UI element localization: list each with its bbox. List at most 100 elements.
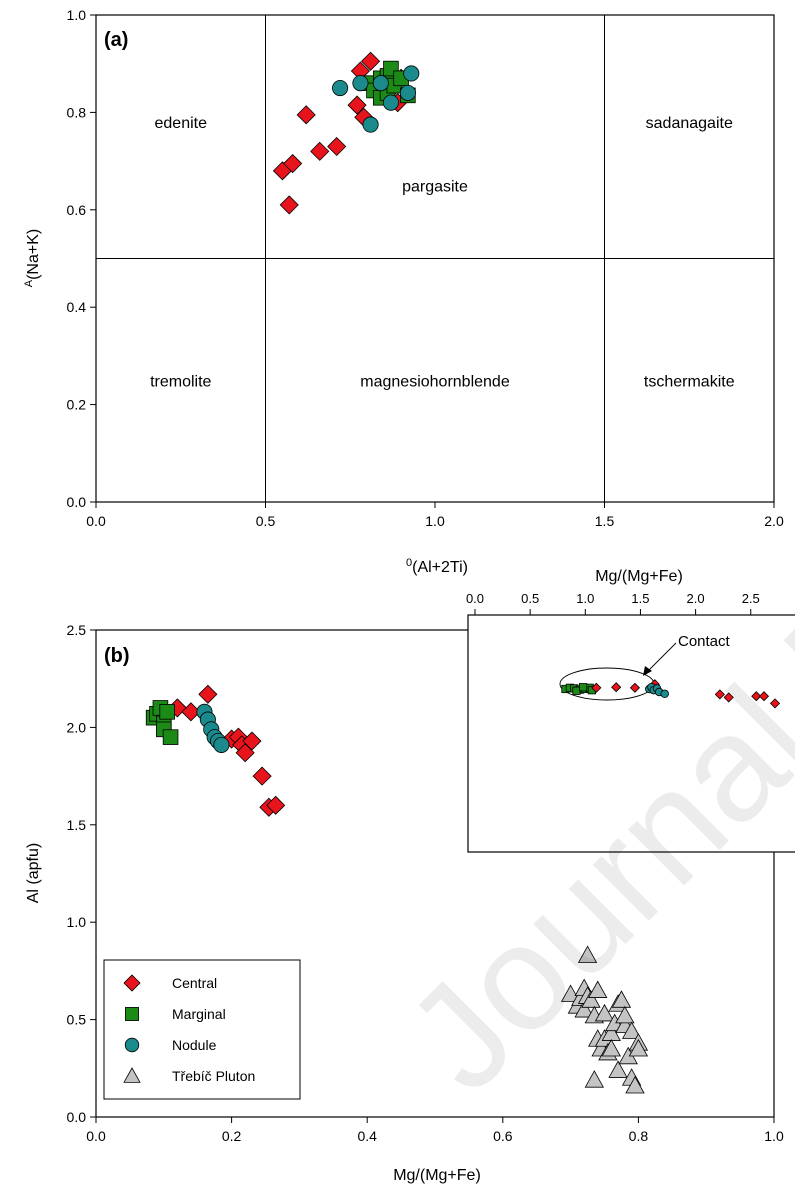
data-point-central [310,141,330,161]
data-point-trebic-pluton [584,1070,605,1088]
panel-b-y-tick-label: 0.5 [67,1012,87,1028]
data-point-trebic-pluton [628,1038,649,1057]
panel-a-x-tick-label: 1.0 [425,513,445,529]
field-label-tremolite: tremolite [150,373,211,390]
panel-b-y-tick-label: 2.0 [67,719,87,735]
data-point-trebic-pluton [625,1076,645,1094]
data-point-trebic-pluton [608,1060,628,1078]
panel-a-y-axis-label-main: (Na+K) [25,229,42,280]
data-point-nodule [213,736,230,753]
data-point-trebic-pluton [621,1021,642,1039]
panel-a-y-axis-label-prefix: A [23,279,35,287]
data-point-trebic-pluton [615,1005,635,1024]
legend-label-trebic-pluton: Třebíč Pluton [172,1068,255,1084]
data-point-central [347,95,367,115]
data-point-trebic-pluton [601,1038,621,1057]
legend-marker-nodule [124,1037,140,1053]
data-point-trebic-pluton [577,945,598,963]
data-point-central [181,702,201,722]
legend-marker-marginal [125,1007,139,1021]
panel-a-data-points [272,51,420,215]
data-point-trebic-pluton [581,990,601,1008]
inset-contact-arrow-line [646,642,677,673]
inset-contact-arrow-head [643,666,652,676]
legend-marker-trebic-pluton [123,1067,141,1083]
panel-b-y-tick-label: 2.5 [67,622,87,638]
panel-a-y-tick-label: 0.8 [67,104,87,120]
panel-a-label: (a) [104,29,128,51]
panel-b-y-tick-label: 1.5 [67,817,87,833]
field-label-sadanagaite: sadanagaite [646,115,733,132]
inset-data-point-central [723,692,734,703]
panel-b-x-tick-label: 0.6 [493,1128,513,1144]
field-label-tschermakite: tschermakite [644,373,735,390]
panel-b-inset: 0.0 0.5 1.0 1.5 2.0 2.5 Mg/(Mg+Fe) Contact [466,568,795,853]
inset-x-ticks: 0.0 0.5 1.0 1.5 2.0 2.5 [466,591,760,615]
data-point-nodule [372,75,389,92]
inset-x-tick-label: 1.0 [576,591,594,606]
inset-data-point-central [591,682,602,693]
inset-contact-annotation: Contact [678,633,731,650]
inset-x-tick-label: 2.5 [742,591,760,606]
panel-b-label: (b) [104,645,130,667]
data-point-trebic-pluton [594,1003,615,1022]
panel-b-y-tick-label: 1.0 [67,914,87,930]
data-point-central [296,105,316,125]
data-point-trebic-pluton [560,984,581,1002]
inset-data-point-central [611,682,622,693]
data-point-central [198,684,218,704]
panel-a-x-axis-label-prefix: 0 [406,557,412,569]
panel-b-y-axis-label: Al (apfu) [25,843,42,903]
data-point-central [242,731,262,751]
field-label-magnesiohornblende: magnesiohornblende [360,373,510,390]
inset-x-tick-label: 2.0 [687,591,705,606]
data-point-nodule [399,84,416,101]
panel-a-x-tick-label: 2.0 [764,513,784,529]
inset-x-tick-label: 1.5 [631,591,649,606]
field-label-edenite: edenite [155,115,208,132]
panel-b-chart: 0.0 0.2 0.4 0.6 0.8 1.0 0.0 0.5 1.0 1.5 2.0 2.5 (b… [25,568,795,1184]
field-label-pargasite: pargasite [402,178,468,195]
panel-a-x-tick-label: 1.5 [595,513,615,529]
data-point-central [283,153,303,174]
inset-data-point-central [629,682,641,693]
panel-a-y-tick-label: 0.0 [67,494,87,510]
inset-data-point-nodule [660,689,669,699]
inset-data-point-marginal [579,683,588,692]
legend-entries: Central Marginal Nodule Třebíč Pluton [123,974,255,1084]
panel-a-y-tick-label: 0.2 [67,397,87,413]
legend-marker-central [123,974,141,992]
data-point-marginal [159,704,175,720]
panel-a-y-tick-label: 0.4 [67,299,87,315]
data-point-central [327,136,347,157]
panel-a-y-axis-label: A(Na+K) [23,229,42,287]
data-point-central [252,766,272,786]
data-point-nodule [352,75,369,92]
panel-b-x-tick-label: 0.2 [222,1128,242,1144]
panel-a-x-tick-label: 0.5 [256,513,276,529]
panel-b-legend: Central Marginal Nodule Třebíč Pluton [103,959,301,1100]
panel-b-x-ticks: 0.0 0.2 0.4 0.6 0.8 1.0 [86,1117,784,1144]
data-point-central [279,195,299,215]
panel-a-y-ticks: 0.0 0.2 0.4 0.6 0.8 1.0 [67,7,96,510]
inset-frame [467,614,795,853]
inset-data-point-central [769,698,781,709]
panel-b-x-axis-label: Mg/(Mg+Fe) [393,1167,481,1184]
inset-data-point-central [751,691,762,702]
data-point-marginal [162,729,179,745]
data-point-trebic-pluton [574,1000,594,1018]
panel-b-y-tick-label: 0.0 [67,1109,87,1125]
inset-x-tick-label: 0.5 [521,591,539,606]
panel-b-plot-frame [95,629,775,1118]
panel-a-chart: edenite pargasite sadanagaite tremolite magn… [23,7,784,576]
panel-a-x-axis-label-main: (Al+2Ti) [412,559,468,576]
panel-b-x-tick-label: 1.0 [764,1128,784,1144]
panel-b-data-points [145,684,649,1094]
panel-a-x-tick-label: 0.0 [86,513,106,529]
legend-label-central: Central [172,975,217,991]
inset-data-point-central [758,691,770,702]
panel-b-x-tick-label: 0.8 [629,1128,649,1144]
data-point-trebic-pluton [611,990,632,1008]
data-point-nodule [382,94,399,111]
